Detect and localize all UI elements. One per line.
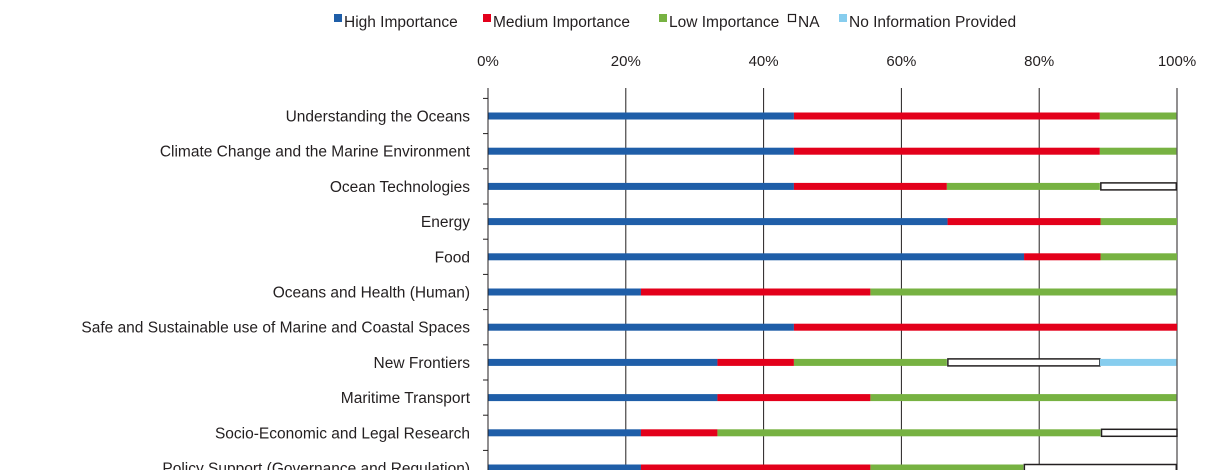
- bar-ocean-technologies-na: [1100, 182, 1178, 191]
- legend-label-no-information-provided: No Information Provided: [849, 14, 1016, 31]
- category-label-maritime-transport: Maritime Transport: [341, 390, 471, 407]
- category-label-oceans-and-health-human: Oceans and Health (Human): [273, 285, 470, 302]
- category-label-understanding-the-oceans: Understanding the Oceans: [286, 109, 471, 126]
- bar-ocean-technologies-medium-importance: [793, 182, 947, 190]
- category-label-climate-change-and-the-marine-environment: Climate Change and the Marine Environmen…: [160, 144, 471, 161]
- category-labels: Understanding the Oceans Climate Change a…: [81, 109, 470, 470]
- x-tick-label-60: 60%: [886, 53, 916, 70]
- bar-policy-support-governance-and-regulation-na: [1023, 463, 1178, 470]
- legend-swatch-no-information-provided: [839, 14, 847, 22]
- bar-understanding-the-oceans-low-importance: [1099, 112, 1177, 120]
- bar-ocean-technologies-low-importance: [946, 182, 1100, 190]
- bar-socio-economic-and-legal-research-na: [1100, 428, 1178, 438]
- x-axis-tick-labels: 0% 20% 40% 60% 80% 100%: [477, 53, 1196, 70]
- bar-climate-change-and-the-marine-environment-high-importance: [488, 147, 794, 155]
- bar-new-frontiers-no-information-provided: [1099, 358, 1177, 366]
- legend-label-medium-importance: Medium Importance: [493, 14, 630, 31]
- bar-new-frontiers-high-importance: [488, 358, 718, 366]
- legend-label-low-importance: Low Importance: [669, 14, 779, 31]
- legend-swatch-na: [787, 13, 797, 23]
- bar-policy-support-governance-and-regulation-medium-importance: [640, 464, 871, 470]
- bar-maritime-transport-high-importance: [488, 394, 718, 402]
- bar-maritime-transport-medium-importance: [717, 394, 871, 402]
- bar-policy-support-governance-and-regulation-high-importance: [488, 464, 641, 470]
- bar-understanding-the-oceans-medium-importance: [793, 112, 1100, 120]
- bar-policy-support-governance-and-regulation-low-importance: [870, 464, 1024, 470]
- legend-label-high-importance: High Importance: [344, 14, 458, 31]
- bar-safe-and-sustainable-use-of-marine-and-coastal-spaces-medium-importance: [793, 323, 1177, 331]
- axes: [483, 88, 489, 470]
- x-tick-label-0: 0%: [477, 53, 499, 70]
- legend-swatch-low-importance: [659, 14, 667, 22]
- bar-climate-change-and-the-marine-environment-medium-importance: [793, 147, 1100, 155]
- chart-legend: High Importance Medium Importance Low Impo…: [334, 13, 1016, 31]
- bar-understanding-the-oceans-high-importance: [488, 112, 794, 120]
- gridlines: [625, 88, 1178, 470]
- legend-swatch-high-importance: [334, 14, 342, 22]
- category-label-policy-support-governance-and-regulation: Policy Support (Governance and Regulatio…: [162, 461, 470, 470]
- bar-new-frontiers-low-importance: [793, 358, 947, 366]
- bar-new-frontiers-na: [947, 358, 1101, 367]
- bar-oceans-and-health-human-medium-importance: [640, 288, 871, 296]
- x-tick-label-80: 80%: [1024, 53, 1054, 70]
- category-label-safe-and-sustainable-use-of-marine-and-coastal-spaces: Safe and Sustainable use of Marine and C…: [81, 320, 470, 337]
- bars: [488, 112, 1178, 470]
- bar-energy-high-importance: [488, 218, 948, 226]
- x-tick-label-20: 20%: [611, 53, 641, 70]
- bar-oceans-and-health-human-high-importance: [488, 288, 641, 296]
- category-label-new-frontiers: New Frontiers: [374, 355, 471, 372]
- bar-socio-economic-and-legal-research-low-importance: [717, 429, 1101, 437]
- category-label-energy: Energy: [421, 214, 470, 231]
- category-label-ocean-technologies: Ocean Technologies: [330, 179, 470, 196]
- bar-safe-and-sustainable-use-of-marine-and-coastal-spaces-high-importance: [488, 323, 794, 331]
- bar-food-medium-importance: [1024, 253, 1101, 261]
- bar-socio-economic-and-legal-research-medium-importance: [640, 429, 718, 437]
- legend-swatch-medium-importance: [483, 14, 491, 22]
- bar-new-frontiers-medium-importance: [717, 358, 794, 366]
- x-tick-label-100: 100%: [1158, 53, 1196, 70]
- x-tick-label-40: 40%: [749, 53, 779, 70]
- category-label-socio-economic-and-legal-research: Socio-Economic and Legal Research: [215, 425, 470, 442]
- category-label-food: Food: [435, 249, 470, 266]
- bar-oceans-and-health-human-low-importance: [870, 288, 1177, 296]
- bar-food-high-importance: [488, 253, 1025, 261]
- bar-maritime-transport-low-importance: [870, 394, 1177, 402]
- bar-food-low-importance: [1100, 253, 1177, 261]
- bar-energy-low-importance: [1100, 218, 1177, 226]
- bar-ocean-technologies-high-importance: [488, 182, 794, 190]
- bar-socio-economic-and-legal-research-high-importance: [488, 429, 641, 437]
- bar-climate-change-and-the-marine-environment-low-importance: [1099, 147, 1177, 155]
- legend-label-na: NA: [798, 14, 820, 31]
- bar-energy-medium-importance: [947, 218, 1101, 226]
